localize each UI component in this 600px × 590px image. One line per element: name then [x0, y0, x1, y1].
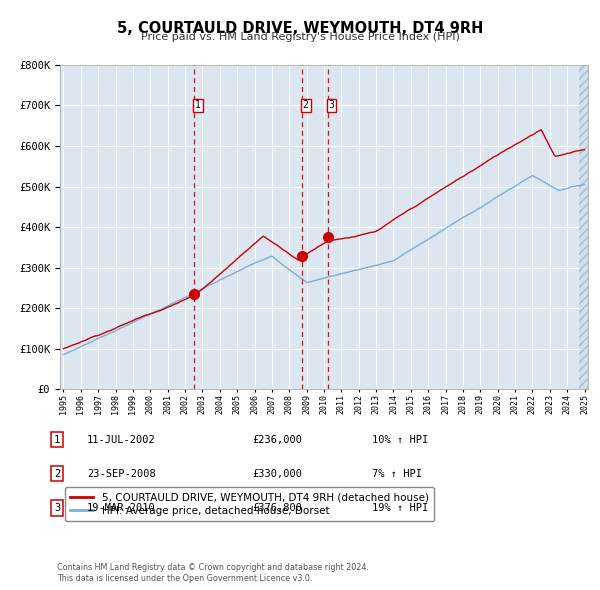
- Text: 1: 1: [54, 435, 60, 444]
- Text: Price paid vs. HM Land Registry's House Price Index (HPI): Price paid vs. HM Land Registry's House …: [140, 32, 460, 42]
- Text: 1: 1: [195, 100, 201, 110]
- Text: 3: 3: [54, 503, 60, 513]
- Text: 2: 2: [54, 469, 60, 478]
- Text: 23-SEP-2008: 23-SEP-2008: [87, 469, 156, 478]
- Text: 2: 2: [303, 100, 308, 110]
- Text: This data is licensed under the Open Government Licence v3.0.: This data is licensed under the Open Gov…: [57, 574, 313, 583]
- Text: 19% ↑ HPI: 19% ↑ HPI: [372, 503, 428, 513]
- Text: 11-JUL-2002: 11-JUL-2002: [87, 435, 156, 444]
- Bar: [580, 65, 593, 389]
- Text: 5, COURTAULD DRIVE, WEYMOUTH, DT4 9RH: 5, COURTAULD DRIVE, WEYMOUTH, DT4 9RH: [117, 21, 483, 35]
- Text: 3: 3: [329, 100, 334, 110]
- Legend: 5, COURTAULD DRIVE, WEYMOUTH, DT4 9RH (detached house), HPI: Average price, deta: 5, COURTAULD DRIVE, WEYMOUTH, DT4 9RH (d…: [65, 487, 434, 521]
- Text: £330,000: £330,000: [252, 469, 302, 478]
- Bar: [580, 65, 593, 389]
- Text: Contains HM Land Registry data © Crown copyright and database right 2024.: Contains HM Land Registry data © Crown c…: [57, 563, 369, 572]
- Text: £236,000: £236,000: [252, 435, 302, 444]
- Text: £376,800: £376,800: [252, 503, 302, 513]
- Text: 7% ↑ HPI: 7% ↑ HPI: [372, 469, 422, 478]
- Text: 10% ↑ HPI: 10% ↑ HPI: [372, 435, 428, 444]
- Text: 19-MAR-2010: 19-MAR-2010: [87, 503, 156, 513]
